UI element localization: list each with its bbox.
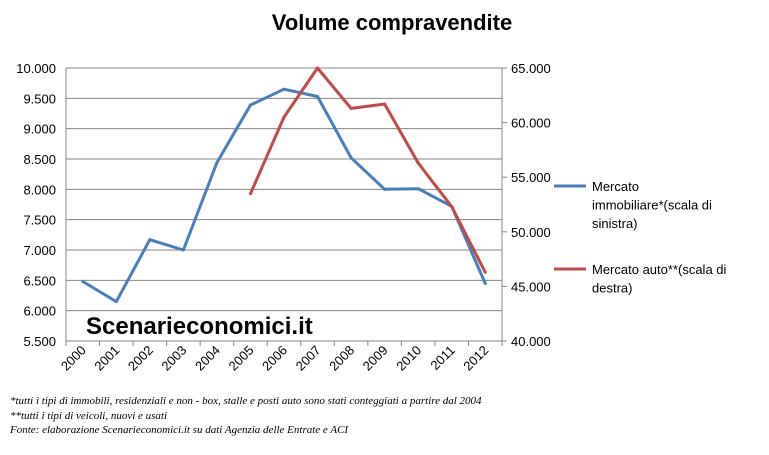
data-point xyxy=(248,192,252,196)
left-tick-label: 6.500 xyxy=(23,273,56,288)
right-tick-label: 50.000 xyxy=(511,225,551,240)
footnote-veicoli: **tutti i tipi di veicoli, nuovi e usati xyxy=(10,409,168,422)
data-point xyxy=(248,103,252,107)
legend-label: sinistra) xyxy=(592,216,638,231)
x-tick-label: 2001 xyxy=(91,343,122,374)
x-tick-label: 2000 xyxy=(58,343,89,374)
data-point xyxy=(282,115,286,119)
data-point xyxy=(349,156,353,160)
x-tick-label: 2008 xyxy=(326,343,357,374)
right-tick-label: 65.000 xyxy=(511,61,551,76)
x-tick-label: 2010 xyxy=(393,343,424,374)
left-tick-label: 6.000 xyxy=(23,304,56,319)
data-point xyxy=(349,106,353,110)
right-axis: 40.000 45.000 50.000 55.000 60.000 65.000 xyxy=(502,61,551,349)
series-layer xyxy=(81,66,487,304)
data-point xyxy=(316,95,320,99)
data-point xyxy=(114,300,118,304)
right-tick-label: 40.000 xyxy=(511,334,551,349)
x-tick-label: 2006 xyxy=(259,343,290,374)
series-line xyxy=(81,87,487,304)
data-point xyxy=(483,281,487,285)
chart-title: Volume compravendite xyxy=(272,10,512,35)
legend-item: Mercato immobiliare*(scala di sinistra) xyxy=(554,179,712,231)
left-axis: 5.500 6.000 6.500 7.000 7.500 8.000 8.500 9.000… xyxy=(16,61,56,349)
left-tick-label: 5.500 xyxy=(23,334,56,349)
right-tick-label: 45.000 xyxy=(511,279,551,294)
left-tick-label: 7.500 xyxy=(23,213,56,228)
x-tick-label: 2007 xyxy=(293,343,324,374)
data-point xyxy=(282,87,286,91)
footnote-immobili: *tutti i tipi di immobili, residenziali … xyxy=(10,395,482,407)
data-point xyxy=(81,280,85,284)
x-tick-label: 2009 xyxy=(360,343,391,374)
data-point xyxy=(416,187,420,191)
gridlines xyxy=(66,67,502,342)
series-2 xyxy=(248,66,487,274)
left-tick-label: 8.000 xyxy=(23,182,56,197)
left-tick-label: 7.000 xyxy=(23,243,56,258)
left-tick-label: 10.000 xyxy=(16,61,56,76)
data-point xyxy=(450,205,454,209)
data-point xyxy=(148,238,152,242)
right-tick-label: 60.000 xyxy=(511,116,551,131)
footnotes: *tutti i tipi di immobili, residenziali … xyxy=(10,394,710,438)
plot-frame xyxy=(65,68,503,341)
series-line xyxy=(249,66,487,274)
legend-label: destra) xyxy=(592,281,632,296)
footnote-fonte: Fonte: elaborazione Scenarieconomici.it … xyxy=(10,424,349,436)
data-point xyxy=(383,102,387,106)
data-point xyxy=(416,161,420,165)
x-tick-label: 2005 xyxy=(226,343,257,374)
x-tick-label: 2003 xyxy=(158,343,189,374)
x-tick-label: 2011 xyxy=(427,343,457,373)
series-1 xyxy=(81,87,487,304)
legend-item: Mercato auto**(scala di destra) xyxy=(554,262,727,296)
x-tick-label: 2004 xyxy=(192,343,223,374)
x-tick-label: 2012 xyxy=(460,343,491,374)
watermark-text: Scenarieconomici.it xyxy=(86,313,313,340)
legend-label: Mercato auto**(scala di xyxy=(592,262,727,277)
data-point xyxy=(483,270,487,274)
data-point xyxy=(215,161,219,165)
data-point xyxy=(316,66,320,70)
data-point xyxy=(181,248,185,252)
left-tick-label: 8.500 xyxy=(23,152,56,167)
legend-label: Mercato xyxy=(592,179,639,194)
line-chart: Volume compravendite 5.500 6.000 6.500 7.00… xyxy=(16,10,727,374)
right-tick-label: 55.000 xyxy=(511,170,551,185)
legend-label: immobiliare*(scala di xyxy=(592,198,712,213)
left-tick-label: 9.000 xyxy=(23,122,56,137)
data-point xyxy=(383,187,387,191)
x-axis: 2000 2001 2002 2003 2004 2005 2006 2007 2008 2009… xyxy=(58,340,503,374)
x-tick-label: 2002 xyxy=(125,343,156,374)
left-tick-label: 9.500 xyxy=(23,91,56,106)
